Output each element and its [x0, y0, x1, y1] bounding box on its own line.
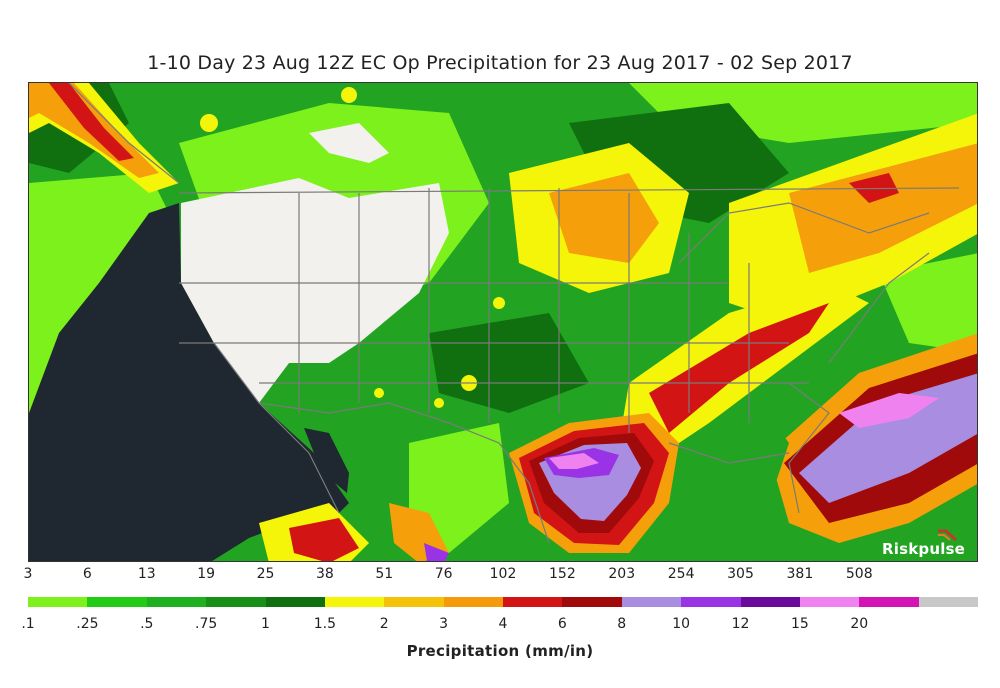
inch-tick-label: 20: [850, 616, 869, 632]
blob-4: [374, 388, 384, 398]
inch-tick-label: 8: [617, 616, 627, 632]
colorbar-segment: [384, 597, 444, 607]
colorbar-mm-ticks: 3 6 13 19 25 38 51 76 102 152 203 254 305 381 508: [0, 566, 1000, 586]
light-green-northeast: [879, 253, 977, 353]
dry-patch-north: [309, 123, 389, 163]
precipitation-map: [28, 82, 978, 562]
us-canada-border: [178, 187, 960, 194]
mm-tick-label: 254: [667, 566, 695, 582]
mm-tick-label: 6: [82, 566, 92, 582]
inch-tick-label: 1: [261, 616, 270, 632]
atlantic-lavender: [799, 373, 977, 503]
colorbar-segment: [681, 597, 741, 607]
inch-tick-label: 1.5: [313, 616, 337, 632]
mm-tick-label: 76: [434, 566, 453, 582]
great-lakes-outline: [678, 202, 930, 264]
colorbar: [28, 597, 978, 607]
mm-tick-label: 19: [197, 566, 216, 582]
mm-tick-label: 508: [845, 566, 873, 582]
inch-tick-label: 10: [672, 616, 691, 632]
colorbar-segment: [206, 597, 266, 607]
colorbar-segment: [918, 597, 978, 607]
colorbar-inch-ticks: .1 .25 .5 .75 1 1.5 2 3 4 6 8 10 12 15 20: [0, 616, 1000, 636]
bc-coast: [68, 83, 180, 184]
colorbar-segment: [324, 597, 385, 607]
precipitation-map-svg: [29, 83, 977, 561]
blob-3: [434, 398, 444, 408]
colorbar-units-label: Precipitation (mm/in): [406, 642, 594, 660]
mm-tick-label: 381: [786, 566, 814, 582]
midwest-orange: [549, 173, 659, 263]
inch-tick-label: 3: [439, 616, 449, 632]
inch-tick-label: 2: [379, 616, 389, 632]
harvey-pink-core: [549, 453, 599, 469]
southeast-green: [689, 403, 789, 513]
map-title: 1-10 Day 23 Aug 12Z EC Op Precipitation …: [147, 52, 853, 74]
dry-western-us: [181, 178, 449, 403]
inch-tick-label: 4: [498, 616, 508, 632]
mexico-yellow-2: [389, 503, 449, 561]
pacific-ocean: [29, 203, 349, 561]
inch-tick-label: .1: [21, 616, 35, 632]
inch-tick-label: .75: [194, 616, 218, 632]
mm-tick-label: 38: [315, 566, 334, 582]
gulf-coast: [668, 442, 790, 464]
mexico-purple-spot: [424, 543, 449, 561]
blob-6: [341, 87, 357, 103]
colorbar-segment: [562, 597, 622, 607]
east-coast: [828, 252, 930, 364]
colorbar-segment: [87, 597, 147, 607]
mm-tick-label: 305: [727, 566, 754, 582]
bc-red-band: [49, 83, 134, 161]
inch-tick-label: 12: [731, 616, 750, 632]
mm-tick-label: 51: [375, 566, 394, 582]
colorbar-segment: [28, 597, 88, 607]
colorbar-segment: [621, 597, 682, 607]
mm-tick-label: 3: [23, 566, 33, 582]
blob-5: [200, 114, 218, 132]
northeast-orange: [789, 143, 977, 273]
light-green-mexico: [409, 423, 509, 553]
florida-outline: [788, 382, 830, 514]
inch-tick-label: 15: [790, 616, 809, 632]
mm-tick-label: 152: [549, 566, 576, 582]
gulf-of-california: [304, 428, 349, 493]
colorbar-segment: [740, 597, 800, 607]
baja-coast: [213, 342, 340, 514]
brand-name: Riskpulse: [882, 540, 966, 558]
mexico-coast-red: [289, 518, 359, 561]
colorbar-segment: [799, 597, 860, 607]
political-borders: [68, 83, 960, 544]
atlantic-pink-core: [839, 393, 939, 428]
southern-band-red: [649, 303, 829, 433]
colorbar-segment: [503, 597, 563, 607]
blob-2: [493, 297, 505, 309]
mm-tick-label: 102: [489, 566, 517, 582]
mm-tick-label: 13: [137, 566, 156, 582]
inch-tick-label: .25: [76, 616, 99, 632]
mm-tick-label: 203: [608, 566, 636, 582]
colorbar-segment: [443, 597, 503, 607]
inch-tick-label: 6: [557, 616, 567, 632]
us-mexico-border: [258, 402, 550, 544]
inch-tick-label: .5: [140, 616, 154, 632]
colorbar-segment: [146, 597, 207, 607]
mm-tick-label: 25: [256, 566, 275, 582]
colorbar-segment: [859, 597, 919, 607]
riskpulse-logo-icon: [938, 529, 958, 542]
colorbar-segment: [265, 597, 325, 607]
